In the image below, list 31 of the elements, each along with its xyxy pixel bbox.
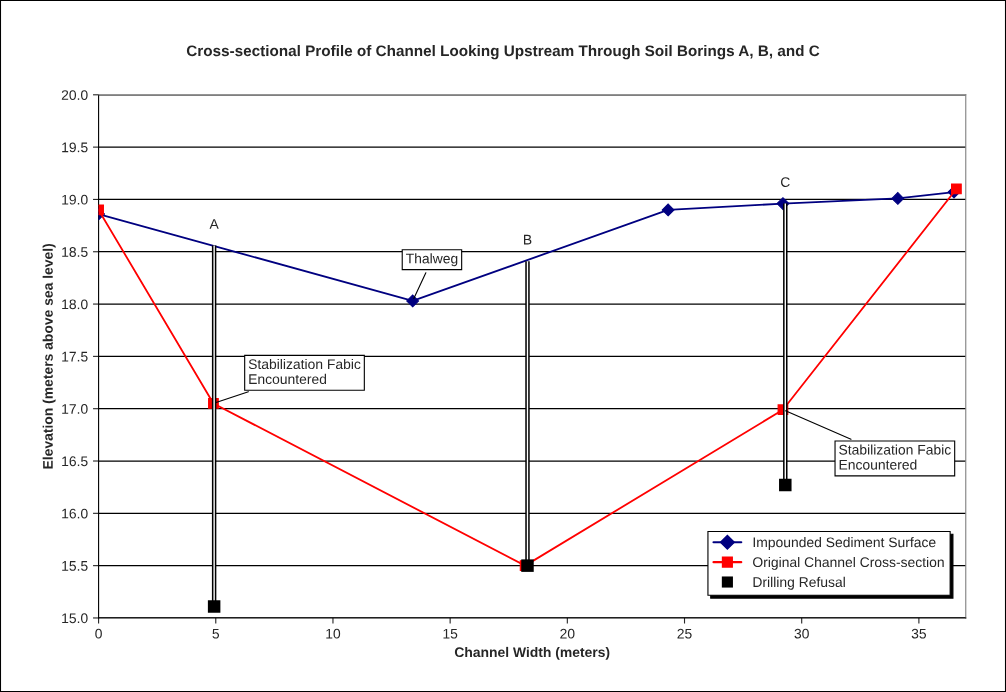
annotation: Stabilization Fabic Encountered — [839, 444, 951, 470]
x-tick-label: 10 — [326, 628, 341, 639]
y-tick-label: 15.5 — [62, 561, 88, 571]
x-tick-label: 30 — [794, 628, 809, 639]
legend-label: Impounded Sediment Surface — [753, 537, 936, 550]
annotation: C — [780, 177, 790, 187]
annotation: Stabilization Fabic Encountered — [248, 358, 361, 385]
x-tick-label: 0 — [95, 628, 102, 639]
annotation: B — [523, 234, 532, 245]
x-axis-title: Channel Width (meters) — [454, 646, 610, 660]
annotation: A — [209, 219, 219, 229]
y-tick-label: 18.0 — [62, 299, 88, 310]
y-tick-label: 17.0 — [62, 404, 88, 414]
y-tick-label: 18.5 — [62, 247, 88, 257]
y-tick-label: 19.0 — [62, 194, 88, 205]
x-tick-label: 15 — [443, 628, 458, 639]
x-tick-label: 20 — [560, 628, 575, 639]
legend-label: Drilling Refusal — [753, 576, 845, 590]
y-tick-label: 16.0 — [62, 508, 88, 519]
y-tick-label: 17.5 — [62, 351, 88, 362]
y-tick-label: 15.0 — [62, 613, 88, 624]
y-tick-label: 20.0 — [61, 90, 88, 100]
x-tick-label: 35 — [911, 628, 927, 639]
x-tick-label: 25 — [677, 628, 692, 639]
legend-label: Original Channel Cross-section — [753, 556, 944, 570]
y-tick-label: 16.5 — [62, 456, 88, 467]
y-tick-label: 19.5 — [62, 142, 88, 153]
chart-title: Cross-sectional Profile of Channel Looking Upstream Through Soil Borings A, B, and C — [186, 44, 820, 60]
y-axis-title: Elevation (meters above sea level) — [42, 243, 56, 469]
x-tick-label: 5 — [212, 628, 220, 639]
annotation: Thalweg — [406, 253, 458, 267]
